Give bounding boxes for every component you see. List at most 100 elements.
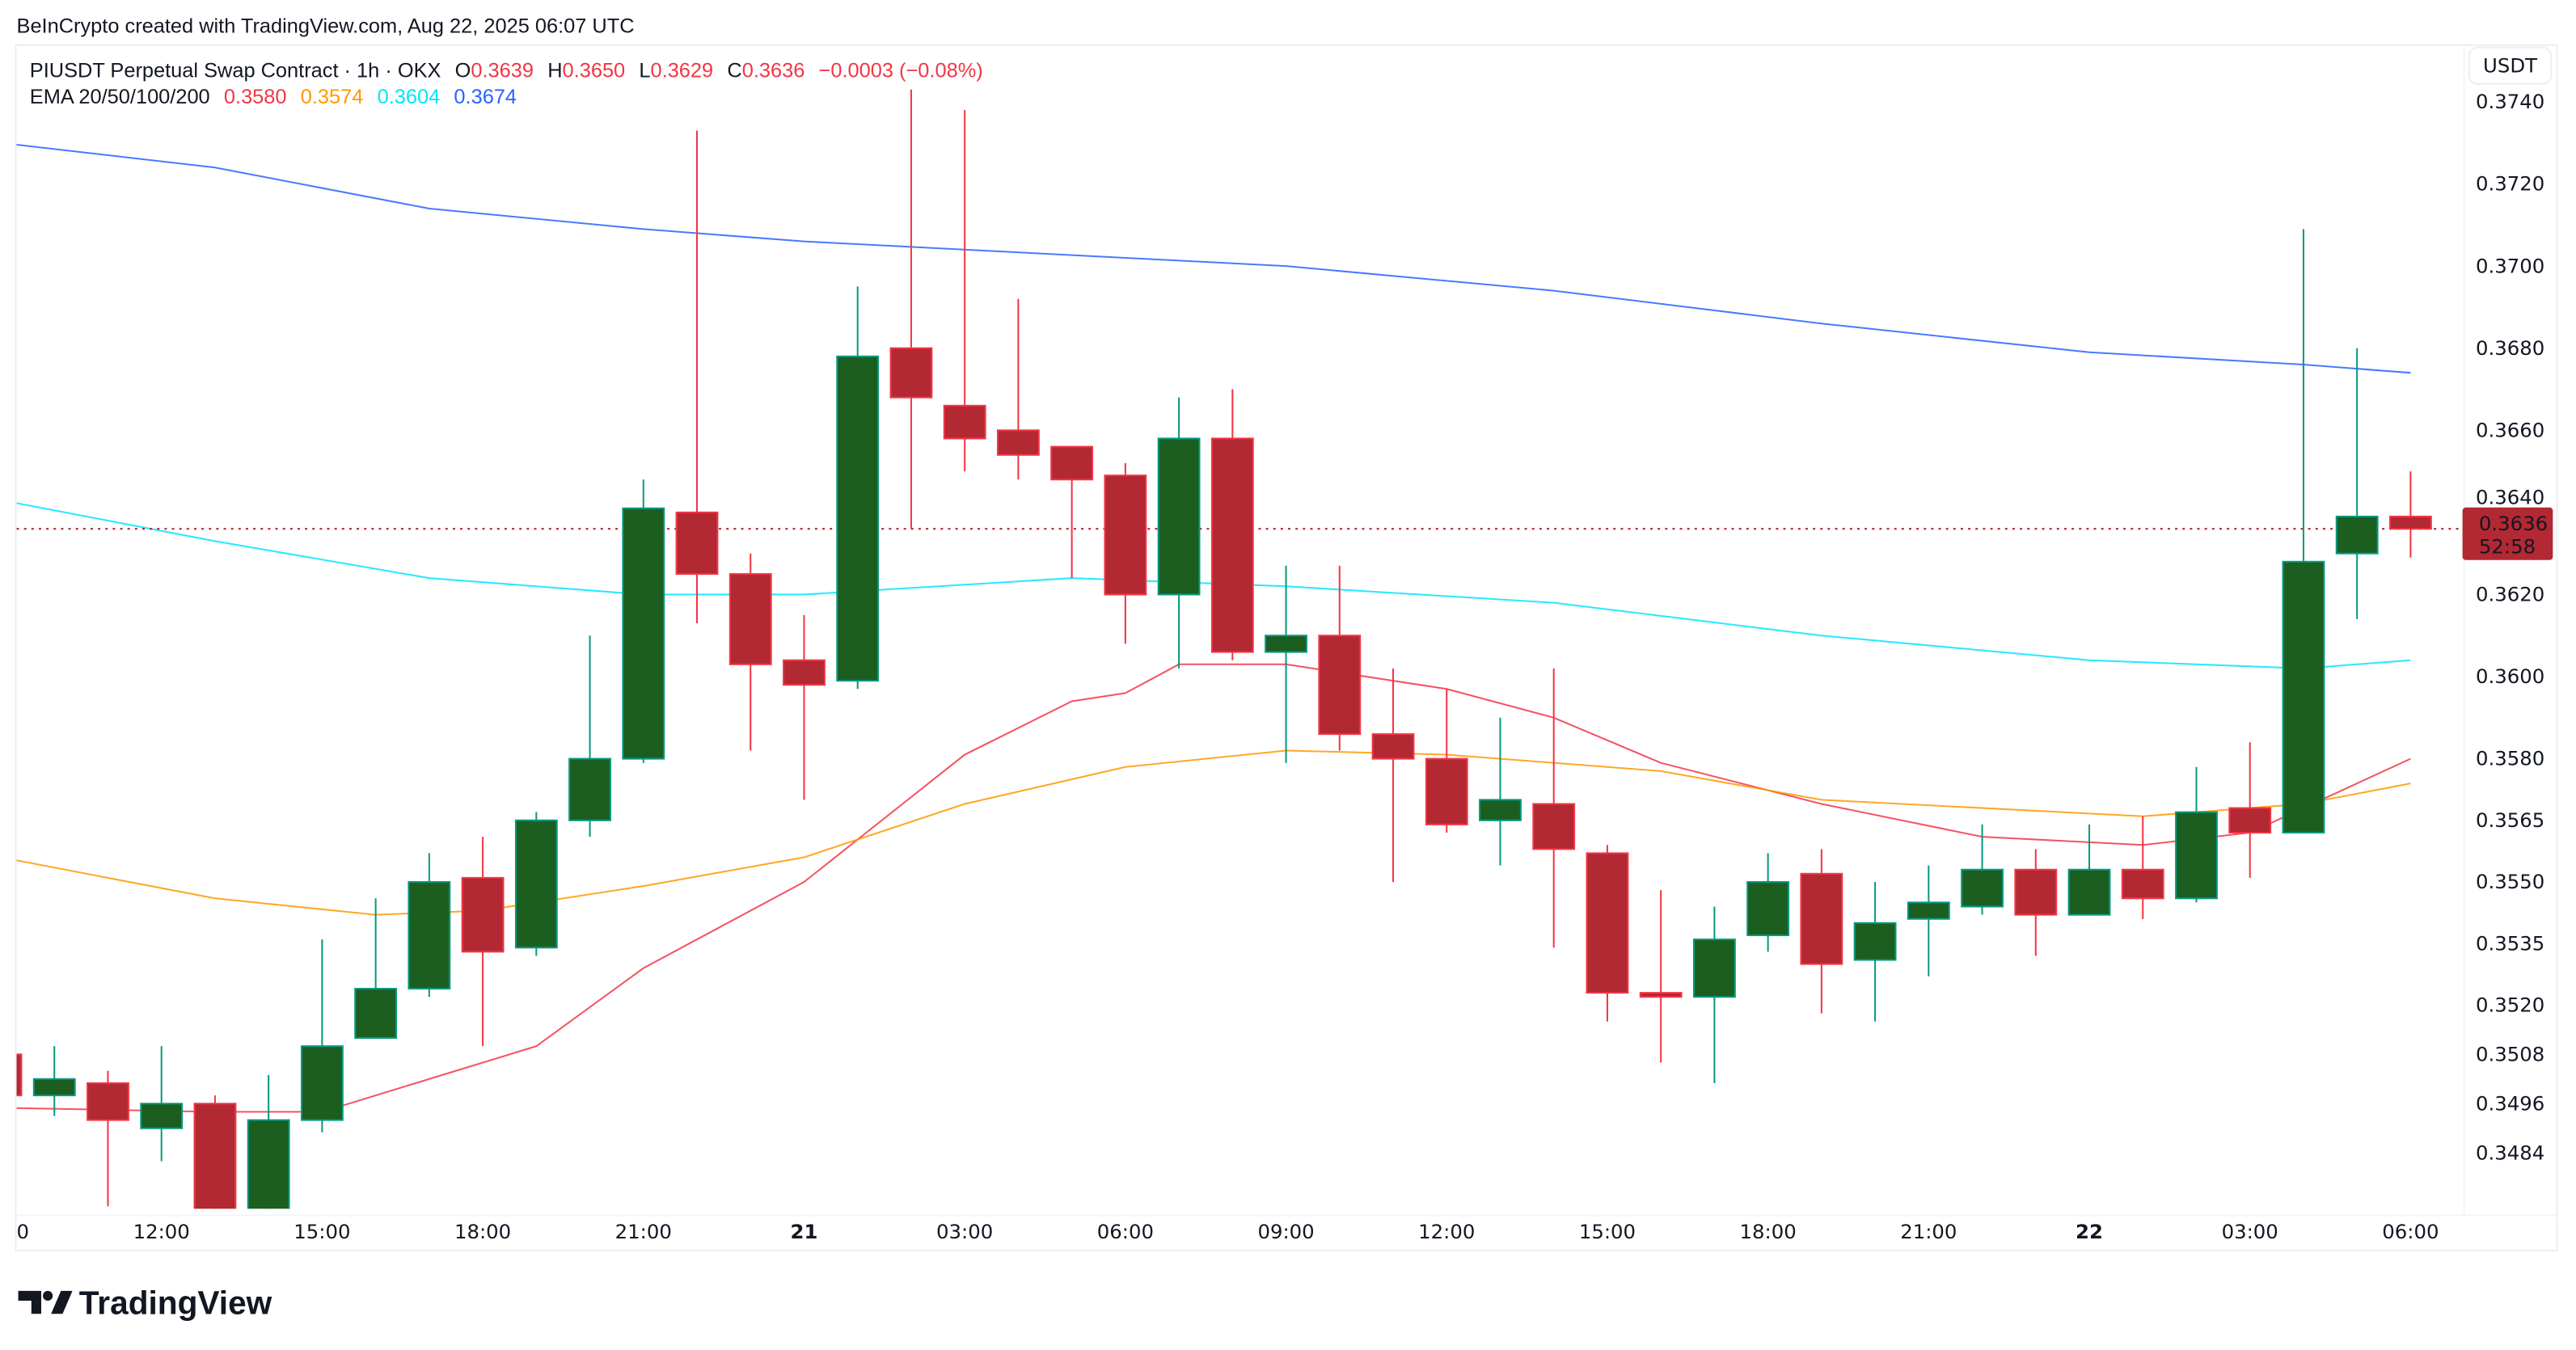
candle-body	[1853, 922, 1897, 961]
candle-body	[193, 1103, 237, 1209]
candle	[1104, 462, 1147, 644]
candle	[1532, 668, 1576, 948]
candle	[1907, 865, 1950, 977]
candle	[1157, 397, 1201, 669]
candle	[728, 553, 772, 751]
price-tick-label: 0.3720	[2476, 172, 2544, 196]
ema100-value: 0.3604	[378, 86, 441, 108]
candle	[889, 89, 933, 529]
candle	[675, 130, 719, 624]
time-tick-label: 15:00	[293, 1220, 350, 1243]
candle-body	[889, 347, 933, 399]
chart-pane-border	[15, 44, 2558, 1252]
price-tick-label: 0.3484	[2476, 1141, 2544, 1164]
time-tick-label: 18:00	[1740, 1220, 1797, 1243]
candle	[2121, 816, 2164, 919]
candle	[2067, 824, 2111, 916]
candle-body	[16, 1053, 23, 1097]
candle-body	[1265, 635, 1307, 653]
candle-body	[1907, 901, 1950, 920]
tradingview-logo[interactable]: TradingView	[18, 1284, 272, 1321]
ohlc-legend: PIUSDT Perpetual Swap Contract · 1h · OK…	[30, 59, 983, 82]
last-price-value: 0.3636	[2479, 512, 2548, 535]
ema50-value: 0.3574	[301, 86, 364, 108]
candle	[2282, 229, 2325, 834]
attribution: BeInCrypto created with TradingView.com,…	[17, 15, 635, 38]
candle	[87, 1070, 129, 1207]
candle-body	[461, 876, 505, 953]
plot-area[interactable]	[0, 89, 2464, 1231]
candle	[1639, 890, 1683, 1063]
currency-button[interactable]: USDT	[2468, 46, 2553, 85]
candle	[461, 837, 505, 1047]
price-tick-label: 0.3620	[2476, 583, 2544, 606]
price-tick-label: 0.3640	[2476, 486, 2544, 509]
time-tick-label: 22	[2076, 1220, 2103, 1243]
candle-body	[1800, 872, 1843, 965]
candle-body	[2067, 868, 2111, 916]
candle-body	[300, 1045, 344, 1121]
candle	[1479, 717, 1522, 866]
candle	[1210, 389, 1254, 660]
candle-body	[1157, 437, 1201, 596]
candle	[408, 853, 451, 998]
symbol-name: PIUSDT Perpetual Swap Contract · 1h · OK…	[30, 59, 441, 82]
candle	[1961, 824, 2004, 915]
candle	[2389, 471, 2432, 558]
candle-body	[1425, 757, 1468, 825]
tradingview-logo-text: TradingView	[79, 1284, 272, 1321]
candle-body	[1050, 445, 1094, 481]
time-tick-label: 21:00	[615, 1220, 672, 1243]
price-tick-label: 0.3520	[2476, 993, 2544, 1016]
candle	[1800, 849, 1843, 1014]
candle	[32, 1046, 76, 1116]
ema-line-ema20	[16, 663, 2411, 1113]
candle-body	[2175, 811, 2218, 900]
candle-body	[247, 1119, 290, 1209]
time-tick-label: 12:00	[133, 1220, 190, 1243]
ema-line-ema100	[16, 502, 2411, 669]
candle-body	[1586, 852, 1629, 994]
ema20-value: 0.3580	[224, 86, 287, 108]
time-tick-label: 03:00	[936, 1220, 993, 1243]
time-tick-label: 21:00	[1900, 1220, 1957, 1243]
candle	[2175, 766, 2218, 903]
close-label: C	[727, 59, 741, 82]
candle	[1853, 881, 1897, 1022]
time-tick-label: 03:00	[2222, 1220, 2278, 1243]
candle	[2014, 849, 2058, 956]
price-tick-label: 0.3535	[2476, 931, 2544, 955]
candle-body	[996, 429, 1040, 456]
time-tick-label: 06:00	[1097, 1220, 1154, 1243]
time-tick-label: 15:00	[1579, 1220, 1636, 1243]
price-axis[interactable]: 0.3740 0.3720 0.3700 0.3680 0.3660 0.3640 0.36…	[2476, 90, 2544, 1164]
time-axis[interactable]: 0 12:00 15:00 18:00 21:00 21 03:00 06:00 09:00 12…	[17, 1220, 2439, 1243]
price-tick-label: 0.3496	[2476, 1091, 2544, 1115]
candle	[836, 286, 880, 690]
price-tick-label: 0.3600	[2476, 664, 2544, 688]
candle-body	[408, 880, 451, 990]
candle-body	[514, 819, 558, 949]
ema-line-ema200	[16, 143, 2411, 374]
low-label: L	[639, 59, 650, 82]
candle	[1692, 906, 1736, 1083]
candle	[354, 898, 398, 1040]
candle	[1371, 668, 1415, 882]
candle-body	[2014, 868, 2058, 916]
candle-body	[354, 988, 398, 1040]
change-value: −0.0003 (−0.08%)	[819, 59, 983, 82]
candle	[1586, 845, 1629, 1022]
last-price-label: 0.3636 52:58	[2462, 507, 2553, 560]
price-tick-label: 0.3740	[2476, 90, 2544, 113]
candle	[783, 614, 826, 800]
time-tick-label: 12:00	[1418, 1220, 1475, 1243]
candle	[16, 1053, 23, 1097]
price-tick-label: 0.3550	[2476, 870, 2544, 893]
candle	[193, 1095, 237, 1209]
candle-body	[836, 355, 880, 682]
candle-body	[1371, 733, 1415, 760]
price-tick-label: 0.3508	[2476, 1042, 2544, 1065]
price-tick-label: 0.3580	[2476, 747, 2544, 770]
candle	[247, 1074, 290, 1209]
